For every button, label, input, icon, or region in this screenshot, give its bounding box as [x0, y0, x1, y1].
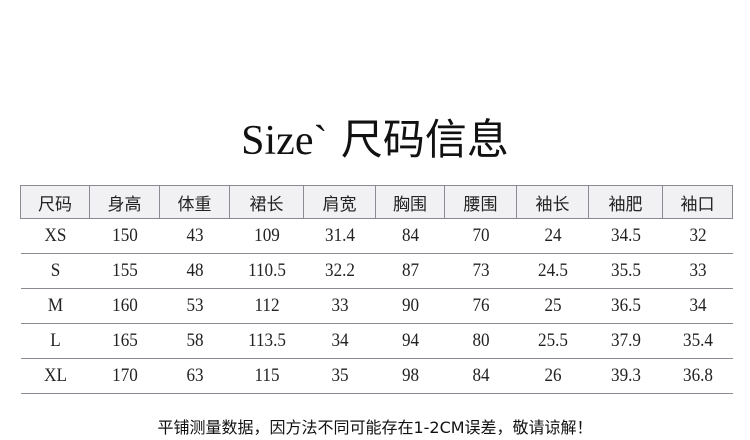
table-cell: 109	[233, 218, 300, 254]
column-header: 体重	[159, 185, 230, 219]
table-cell: 87	[378, 253, 442, 289]
column-header: 袖口	[662, 185, 733, 219]
table-cell: 58	[163, 323, 226, 359]
column-header: 身高	[89, 185, 160, 219]
table-cell: 25.5	[520, 323, 585, 359]
header-row: 尺码 身高 体重 裙长 肩宽 胸围 腰围 袖长 袖肥 袖口	[20, 185, 733, 219]
footer-note: 平铺测量数据，因方法不同可能存在1-2CM误差，敬请谅解！	[157, 418, 593, 437]
table-cell: 36.8	[666, 358, 729, 394]
table-cell: 80	[448, 323, 513, 359]
table-cell: 84	[448, 358, 513, 394]
column-header: 袖肥	[588, 185, 663, 219]
table-cell: 113.5	[233, 323, 300, 359]
table-cell: 73	[448, 253, 513, 289]
table-cell: 98	[378, 358, 442, 394]
table-cell: 155	[93, 253, 156, 289]
table-cell: 115	[233, 358, 300, 394]
table-cell: 112	[233, 288, 300, 324]
column-header: 肩宽	[303, 185, 376, 219]
table-cell: 63	[163, 358, 226, 394]
table-cell: 37.9	[592, 323, 659, 359]
table-row: S 155 48 110.5 32.2 87 73 24.5 35.5 33	[21, 253, 733, 289]
table-cell: 34	[307, 323, 372, 359]
table-cell: 32.2	[307, 253, 372, 289]
table-cell: 24.5	[520, 253, 585, 289]
table-cell: 43	[163, 218, 226, 254]
table-cell: 36.5	[592, 288, 659, 324]
table-cell: XS	[23, 218, 87, 254]
table-cell: 90	[378, 288, 442, 324]
table-cell: S	[23, 253, 87, 289]
table-cell: 34	[666, 288, 729, 324]
column-header: 胸围	[375, 185, 445, 219]
table-cell: 170	[93, 358, 156, 394]
table-row: XL 170 63 115 35 98 84 26 39.3 36.8	[21, 358, 733, 394]
table-cell: 84	[378, 218, 442, 254]
table-cell: 39.3	[592, 358, 659, 394]
table-cell: 110.5	[233, 253, 300, 289]
table-cell: XL	[23, 358, 87, 394]
table-row: M 160 53 112 33 90 76 25 36.5 34	[21, 288, 733, 324]
table-cell: 35.4	[666, 323, 729, 359]
title-zh: 尺码信息	[340, 115, 509, 164]
table-cell: 32	[666, 218, 729, 254]
table-cell: 48	[163, 253, 226, 289]
table-cell: L	[23, 323, 87, 359]
page-title: Size` 尺码信息	[0, 114, 750, 167]
column-header: 袖长	[516, 185, 589, 219]
table-cell: 150	[93, 218, 156, 254]
table-cell: 94	[378, 323, 442, 359]
title-en: Size`	[241, 118, 328, 164]
column-header: 腰围	[444, 185, 517, 219]
table-cell: 53	[163, 288, 226, 324]
table-row: L 165 58 113.5 34 94 80 25.5 37.9 35.4	[21, 323, 733, 359]
table-cell: 76	[448, 288, 513, 324]
table-cell: 24	[520, 218, 585, 254]
table-cell: 33	[307, 288, 372, 324]
table-cell: 26	[520, 358, 585, 394]
table-row: XS 150 43 109 31.4 84 70 24 34.5 32	[21, 218, 733, 254]
table-cell: 70	[448, 218, 513, 254]
table-cell: 165	[93, 323, 156, 359]
column-header: 尺码	[20, 185, 90, 219]
table-cell: 34.5	[592, 218, 659, 254]
table-cell: 25	[520, 288, 585, 324]
table-cell: 35	[307, 358, 372, 394]
table-cell: M	[23, 288, 87, 324]
table-cell: 31.4	[307, 218, 372, 254]
table-cell: 160	[93, 288, 156, 324]
table-cell: 33	[666, 253, 729, 289]
column-header: 裙长	[229, 185, 304, 219]
size-table: 尺码 身高 体重 裙长 肩宽 胸围 腰围 袖长 袖肥 袖口 XS 150 43 109 31.4 84 70 2…	[20, 185, 733, 394]
table-cell: 35.5	[592, 253, 659, 289]
